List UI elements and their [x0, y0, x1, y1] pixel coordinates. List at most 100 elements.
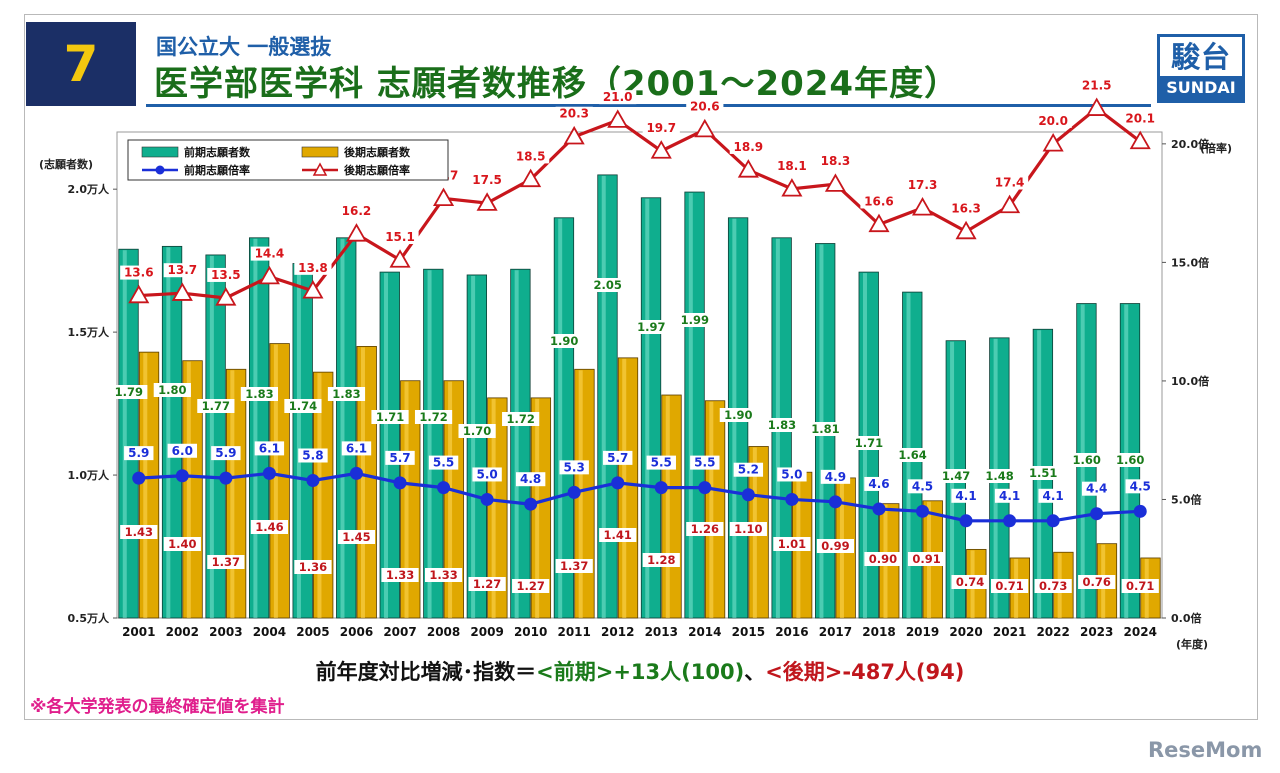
point-back-rate-label: 20.6	[690, 100, 720, 114]
point-back-rate	[781, 178, 803, 197]
point-front-rate-label-bg	[646, 455, 676, 470]
bar-back-highlight	[143, 353, 148, 618]
point-back-rate	[128, 284, 150, 304]
point-back-rate	[563, 125, 585, 145]
left-axis-title: (志願者数)	[39, 157, 93, 171]
x-tick-label: 2001	[122, 625, 155, 639]
bar-front	[423, 268, 444, 619]
bar-front-highlight	[514, 270, 519, 618]
point-back-rate-label-bg	[337, 203, 376, 218]
bar-back-value-label: 0.76	[1083, 575, 1111, 589]
bar-front	[248, 237, 270, 619]
x-tick-label: 2023	[1080, 625, 1113, 639]
bar-back-value-label: 1.43	[125, 525, 153, 539]
logo-roman: SUNDAI	[1160, 76, 1242, 100]
point-front-rate-label-bg	[1038, 488, 1068, 503]
point-back-rate-label-bg	[120, 265, 158, 280]
bar-front-highlight	[253, 238, 258, 618]
right-tick-label: 5.0倍	[1171, 492, 1202, 506]
bar-back-value-label-bg	[951, 575, 989, 589]
bar-back-value-label: 1.27	[473, 577, 501, 591]
point-back-rate	[1129, 130, 1151, 150]
point-front-rate-label-bg	[951, 488, 981, 503]
bar-back	[269, 343, 290, 619]
point-back-rate-label-bg	[642, 120, 680, 135]
point-front-rate-label: 5.7	[389, 451, 410, 465]
x-tick-label: 2003	[209, 625, 242, 639]
bar-front-value-label: 1.74	[289, 399, 317, 413]
bar-front-highlight	[166, 247, 171, 618]
x-tick-label: 2005	[296, 625, 329, 639]
bar-back-highlight	[578, 370, 583, 618]
point-front-rate-label-bg	[1081, 481, 1112, 496]
x-tick-label: 2017	[819, 625, 852, 639]
point-front-rate-label-bg	[733, 462, 764, 477]
point-back-rate-label-bg	[903, 177, 942, 192]
point-front-rate-label-bg	[428, 455, 459, 470]
point-back-rate	[737, 159, 759, 178]
bar-back-value-label: 1.10	[734, 522, 762, 536]
bar-front-highlight	[645, 198, 650, 619]
x-tick-label: 2006	[340, 625, 373, 639]
bar-front-value-label: 1.64	[898, 448, 926, 462]
bar-back-value-label-bg	[1121, 579, 1159, 593]
bar-back-value-label-bg	[381, 568, 419, 582]
bar-back-value-label-bg	[1078, 575, 1116, 589]
bar-front-value-label-bg	[676, 313, 714, 327]
bar-back-value-label-bg	[816, 539, 855, 553]
point-front-rate-label: 4.9	[825, 470, 846, 484]
x-tick-label: 2002	[166, 625, 199, 639]
line-front-rate	[138, 471, 1141, 523]
bar-back-value-label: 1.26	[691, 522, 719, 536]
point-front-rate-label-bg	[167, 443, 198, 458]
point-front-rate-label: 4.6	[868, 477, 889, 491]
point-front-rate-label: 5.5	[694, 456, 715, 470]
bar-back-highlight	[273, 344, 278, 618]
bar-back-value-label: 1.37	[212, 555, 240, 569]
point-back-rate-label-bg	[163, 263, 201, 278]
bar-front-highlight	[384, 273, 389, 618]
point-back-rate	[955, 220, 977, 240]
bar-back	[704, 400, 726, 619]
point-front-rate	[567, 485, 581, 499]
bar-front-value-label-bg	[371, 410, 409, 424]
bar-back-value-label: 0.74	[956, 575, 984, 589]
bar-back-value-label: 1.27	[516, 579, 544, 593]
x-tick-label: 2004	[253, 625, 286, 639]
section-number: 7	[26, 22, 136, 106]
point-front-rate-label-bg	[820, 469, 851, 484]
point-back-rate-label-bg	[599, 90, 637, 105]
bar-front-value-label: 1.60	[1073, 453, 1101, 467]
point-front-rate-label: 4.1	[1043, 489, 1064, 503]
bar-front-highlight	[427, 270, 432, 618]
point-back-rate-label: 20.0	[1038, 114, 1068, 128]
bar-front-value-label: 1.83	[768, 418, 796, 432]
bar-back-value-label-bg	[864, 552, 902, 566]
point-back-rate-label: 17.3	[908, 178, 938, 192]
bar-front-value-label-bg	[458, 424, 496, 438]
sundai-logo: 駿台 SUNDAI	[1157, 34, 1245, 103]
point-front-rate-label-bg	[341, 441, 372, 456]
point-back-rate-label: 21.0	[603, 90, 633, 104]
bar-front-value-label: 1.47	[942, 469, 970, 483]
point-back-rate	[1086, 97, 1108, 116]
point-front-rate-label-bg	[1125, 479, 1155, 494]
point-back-rate-label: 18.3	[821, 154, 851, 168]
bar-back-highlight	[317, 373, 322, 618]
bar-back-highlight	[360, 347, 365, 618]
point-front-rate-label-bg	[211, 446, 241, 461]
point-front-rate-label: 4.1	[999, 489, 1020, 503]
bar-back-value-label: 1.40	[168, 537, 196, 551]
legend-label: 後期志願者数	[344, 145, 411, 159]
bar-back-value-label-bg	[991, 579, 1029, 593]
x-tick-label: 2020	[949, 625, 982, 639]
bar-back-value-label: 0.71	[1126, 579, 1154, 593]
left-tick-label: 1.0万人	[68, 468, 110, 482]
bar-front-value-label-bg	[719, 408, 757, 422]
point-back-rate	[911, 197, 934, 216]
point-back-rate-label: 20.3	[559, 107, 589, 121]
bar-back-value-label-bg	[294, 560, 332, 574]
bar-back-value-label: 1.45	[342, 530, 370, 544]
bar-back-value-label-bg	[907, 552, 946, 566]
